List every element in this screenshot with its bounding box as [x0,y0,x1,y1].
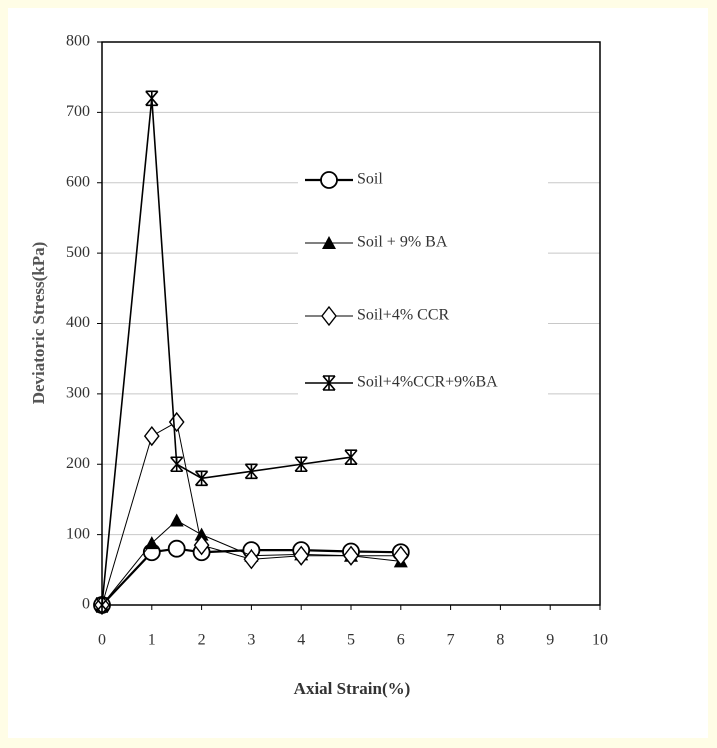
x-tick-label: 9 [546,632,554,649]
legend-box [298,150,548,405]
x-axis-title: Axial Strain(%) [294,679,411,698]
marker [293,545,310,566]
marker [145,90,159,107]
plot-frame [101,41,601,606]
marker [168,411,185,433]
y-tick-label: 400 [66,314,90,331]
legend-label: Soil + 9% BA [357,234,448,251]
y-axis-title: Deviatoric Stress(kPa) [29,242,48,405]
x-tick-label: 10 [592,632,608,649]
marker [243,549,260,570]
legend-marker [322,236,336,249]
legend-marker [320,171,338,189]
marker [244,463,259,480]
y-tick-label: 700 [66,103,90,120]
y-tick-label: 200 [66,455,90,472]
y-tick-label: 0 [82,596,90,613]
marker [95,597,109,613]
marker [170,456,184,473]
x-tick-label: 8 [496,632,504,649]
y-tick-label: 100 [66,525,90,542]
marker [343,545,359,566]
marker [194,527,209,541]
x-tick-label: 7 [447,632,455,649]
legend-label: Soil+4% CCR [357,307,449,324]
y-tick-label: 800 [66,33,90,50]
marker [344,449,358,466]
x-tick-label: 3 [247,632,255,649]
legend-marker [321,305,337,327]
marker [392,545,409,566]
y-tick-label: 500 [66,244,90,261]
x-tick-label: 4 [297,632,305,649]
x-tick-label: 6 [397,632,405,649]
marker [143,425,160,447]
y-tick-label: 300 [66,385,90,402]
x-tick-label: 5 [347,632,355,649]
legend-label: Soil [357,171,383,188]
legend-marker [322,375,336,391]
y-tick-label: 600 [66,173,90,190]
x-tick-label: 2 [198,632,206,649]
x-tick-label: 1 [148,632,156,649]
marker [167,539,186,558]
marker [193,535,210,556]
x-tick-label: 0 [98,632,106,649]
marker [194,470,209,487]
marker [169,513,184,527]
legend-label: Soil+4%CCR+9%BA [357,374,498,391]
marker [144,536,159,550]
marker [294,456,308,473]
